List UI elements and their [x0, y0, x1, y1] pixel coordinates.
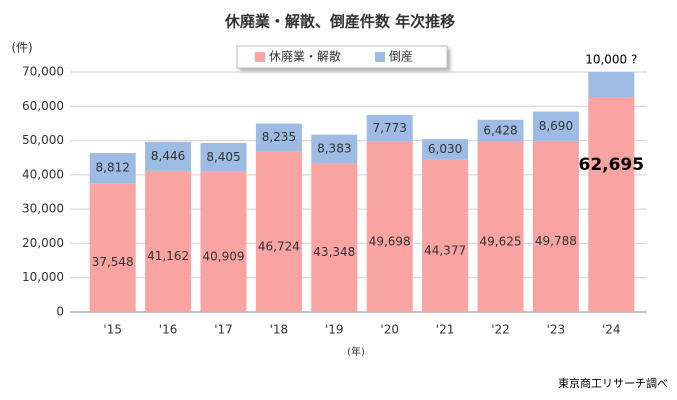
bar-segment — [89, 183, 136, 312]
y-tick-label: 0 — [56, 305, 64, 319]
y-axis-label: (件) — [11, 41, 32, 55]
value-label: 10,000 ? — [585, 53, 637, 67]
x-tick-label: '18 — [270, 323, 289, 337]
value-label: 37,548 — [92, 255, 134, 269]
bar-segment — [366, 114, 413, 142]
value-label: 49,625 — [480, 234, 522, 248]
bar-segment — [422, 159, 469, 312]
x-tick-label: '20 — [380, 323, 399, 337]
value-label: 6,030 — [428, 142, 462, 156]
bar-segment — [255, 151, 302, 312]
chart-title: 休廃業・解散、倒産件数 年次推移 — [224, 13, 455, 31]
bar-segment — [532, 141, 579, 312]
bar-segment — [477, 119, 524, 142]
value-label: 41,162 — [147, 249, 189, 263]
bar-segment — [311, 134, 358, 164]
bar-segment — [145, 170, 192, 312]
x-tick-label: '21 — [436, 323, 455, 337]
bar-segment — [422, 139, 469, 160]
value-label: 8,235 — [262, 130, 296, 144]
x-tick-label: '17 — [214, 323, 233, 337]
value-label: 62,695 — [578, 155, 644, 175]
value-label: 46,724 — [258, 239, 300, 253]
value-label: 8,405 — [206, 150, 240, 164]
y-tick-label: 20,000 — [22, 236, 64, 250]
bar-segment — [588, 72, 635, 98]
value-label: 44,377 — [424, 243, 466, 257]
x-tick-label: '19 — [325, 323, 344, 337]
value-label: 8,812 — [96, 161, 130, 175]
value-label: 6,428 — [483, 123, 517, 137]
value-label: 7,773 — [373, 121, 407, 135]
x-tick-label: '23 — [547, 323, 566, 337]
bar-segment — [200, 171, 247, 312]
y-tick-label: 60,000 — [22, 99, 64, 113]
value-label: 8,446 — [151, 149, 185, 163]
value-label: 8,383 — [317, 142, 351, 156]
y-tick-label: 50,000 — [22, 133, 64, 147]
bar-segment — [311, 163, 358, 312]
bar-segment — [200, 142, 247, 172]
bar-segment — [366, 141, 413, 312]
y-tick-label: 10,000 — [22, 270, 64, 284]
value-label: 8,690 — [539, 119, 573, 133]
legend-box — [236, 45, 448, 69]
legend-swatch — [375, 52, 385, 62]
x-tick-label: '24 — [602, 323, 621, 337]
bar-segment — [588, 97, 635, 312]
bar-segment — [532, 111, 579, 142]
bar-segment — [145, 141, 192, 171]
legend-swatch — [255, 52, 265, 62]
source: 東京商工リサーチ調べ — [558, 376, 668, 390]
bar-segment — [255, 123, 302, 152]
y-tick-label: 70,000 — [22, 65, 64, 79]
legend-label: 休廃業・解散 — [269, 49, 341, 64]
value-label: 40,909 — [203, 249, 245, 263]
y-tick-label: 30,000 — [22, 202, 64, 216]
x-tick-label: '22 — [491, 323, 510, 337]
value-label: 43,348 — [313, 245, 355, 259]
y-tick-label: 40,000 — [22, 167, 64, 181]
x-tick-label: '15 — [103, 323, 122, 337]
x-tick-label: '16 — [159, 323, 178, 337]
bar-segment — [89, 153, 136, 184]
value-label: 49,788 — [535, 234, 577, 248]
bars — [89, 72, 635, 312]
legend-label: 倒産 — [389, 49, 413, 64]
value-label: 49,698 — [369, 234, 411, 248]
x-axis-label: (年) — [347, 345, 365, 358]
bar-segment — [477, 141, 524, 312]
